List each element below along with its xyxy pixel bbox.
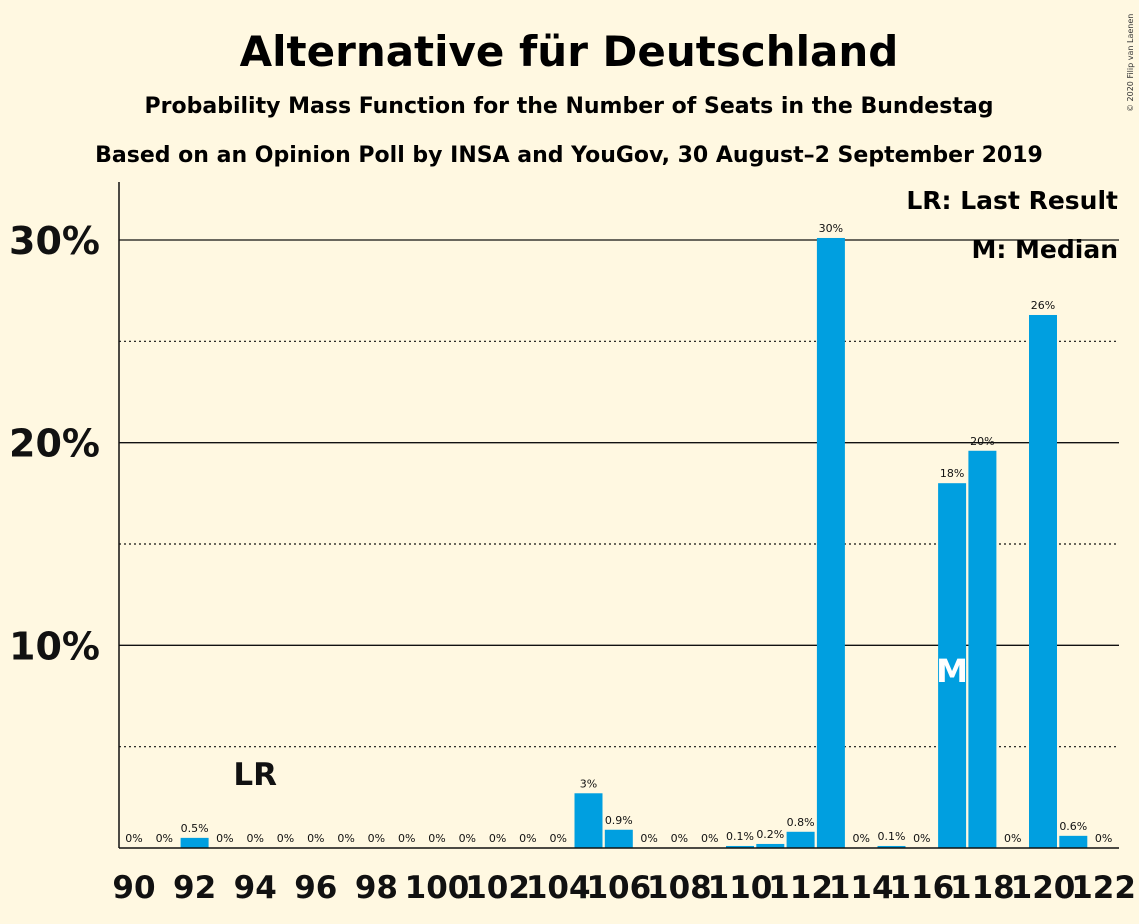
- x-tick-label: 96: [294, 870, 337, 906]
- bar-seat-110: [726, 845, 754, 848]
- bar-value-label: 0%: [640, 832, 657, 845]
- bar-value-label: 0%: [398, 832, 415, 845]
- x-tick-label: 104: [526, 870, 591, 906]
- y-tick-label: 20%: [9, 422, 100, 466]
- x-tick-label: 108: [647, 870, 712, 906]
- x-tick-label: 112: [768, 870, 833, 906]
- markers: LR M: [233, 652, 968, 793]
- bar-value-label: 0.1%: [878, 830, 906, 843]
- bar-value-label: 0%: [428, 832, 445, 845]
- bar-value-label: 0%: [216, 832, 233, 845]
- chart-subtitle: Probability Mass Function for the Number…: [145, 94, 994, 119]
- x-tick-label: 116: [889, 870, 954, 906]
- bar-seat-118: [968, 450, 997, 848]
- bar-value-label: 0%: [277, 832, 294, 845]
- bar-value-label: 0%: [489, 832, 506, 845]
- bar-value-label: 0.9%: [605, 814, 633, 827]
- legend-last-result: LR: Last Result: [906, 186, 1118, 215]
- x-tick-label: 98: [355, 870, 398, 906]
- bar-value-label: 0%: [156, 832, 173, 845]
- bar-value-label: 0%: [1095, 832, 1112, 845]
- x-tick-label: 122: [1071, 870, 1136, 906]
- bar-value-label: 0%: [519, 832, 536, 845]
- bar-seat-105: [574, 793, 603, 848]
- grid-lines: [119, 239, 1119, 748]
- bar-value-label: 0%: [307, 832, 324, 845]
- x-tick-label: 94: [234, 870, 277, 906]
- bar-value-label: 0%: [459, 832, 476, 845]
- bar-value-label: 26%: [1031, 299, 1055, 312]
- y-tick-label: 30%: [9, 219, 100, 263]
- bar-value-label: 3%: [580, 777, 597, 790]
- bar-value-label: 0.5%: [181, 822, 209, 835]
- bar-value-label: 0%: [671, 832, 688, 845]
- y-tick-label: 10%: [9, 624, 100, 668]
- credit-text: © 2020 Filip van Laenen: [1126, 14, 1135, 112]
- y-axis-labels: 10% 20% 30%: [9, 219, 100, 668]
- bar-value-label: 0%: [913, 832, 930, 845]
- bar-seat-106: [604, 829, 633, 848]
- bar-seat-115: [877, 845, 906, 848]
- bar-labels: 0% 0% 0.5% 0% 0% 0% 0% 0% 0% 0% 0% 0% 0% 0% 0% 3% 0.9% 0%…: [125, 222, 1112, 845]
- bar-value-label: 20%: [970, 435, 994, 448]
- bar-seat-120: [1029, 314, 1057, 848]
- bar-value-label: 0%: [337, 832, 354, 845]
- bar-value-label: 0.6%: [1059, 820, 1087, 833]
- bar-seat-121: [1059, 835, 1088, 848]
- x-tick-label: 118: [950, 870, 1015, 906]
- bar-value-label: 0%: [368, 832, 385, 845]
- x-tick-label: 110: [708, 870, 773, 906]
- bar-seat-111: [756, 843, 785, 848]
- x-tick-label: 114: [829, 870, 894, 906]
- bar-value-label: 0.2%: [756, 828, 784, 841]
- bar-value-label: 0.8%: [787, 816, 815, 829]
- x-tick-label: 100: [405, 870, 470, 906]
- bar-value-label: 0%: [125, 832, 142, 845]
- bar-value-label: 18%: [940, 467, 964, 480]
- bar-value-label: 0.1%: [726, 830, 754, 843]
- bar-seat-112: [786, 831, 815, 848]
- chart-subtitle-2: Based on an Opinion Poll by INSA and You…: [95, 143, 1043, 168]
- bar-seat-113: [816, 237, 845, 848]
- x-tick-label: 120: [1011, 870, 1076, 906]
- bar-value-label: 0%: [701, 832, 718, 845]
- bar-seat-117: [938, 483, 967, 848]
- x-tick-label: 90: [112, 870, 155, 906]
- legend-median: M: Median: [971, 235, 1118, 264]
- chart-title: Alternative für Deutschland: [240, 27, 899, 76]
- x-tick-label: 92: [173, 870, 216, 906]
- last-result-marker: LR: [233, 757, 277, 793]
- bars: [180, 237, 1088, 848]
- x-axis-labels: 90 92 94 96 98 100102104106108110112114116118…: [112, 870, 1136, 906]
- bar-value-label: 0%: [246, 832, 263, 845]
- bar-value-label: 0%: [852, 832, 869, 845]
- bar-seat-92: [180, 837, 209, 848]
- bar-value-label: 30%: [819, 222, 843, 235]
- bar-value-label: 0%: [549, 832, 566, 845]
- x-tick-label: 102: [465, 870, 530, 906]
- x-tick-label: 106: [586, 870, 651, 906]
- median-marker: M: [936, 652, 968, 690]
- bar-value-label: 0%: [1004, 832, 1021, 845]
